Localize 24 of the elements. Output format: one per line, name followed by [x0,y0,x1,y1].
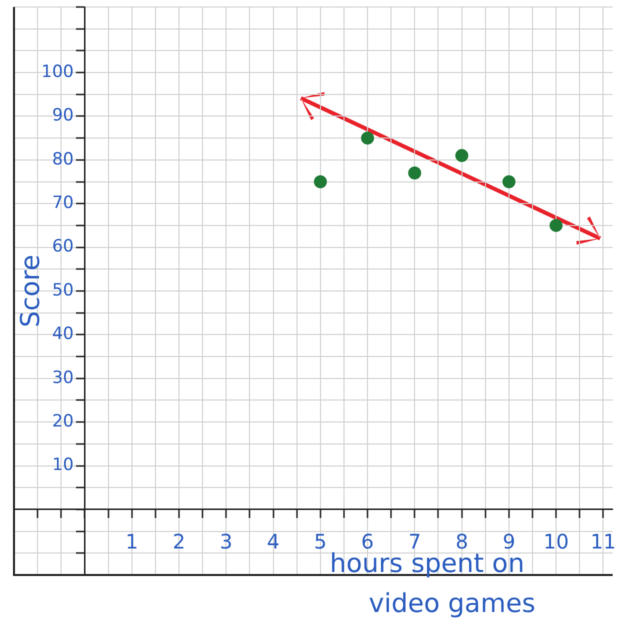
y-tick-label: 30 [52,368,74,388]
y-tick-label: 100 [41,62,74,82]
x-tick-label: 1 [125,530,138,554]
point [314,175,327,188]
x-tick-label: 4 [266,530,280,554]
y-tick-label: 80 [52,149,74,170]
point [550,218,563,232]
y-tick-label: 40 [52,324,74,344]
x-tick-label: 10 [543,530,569,554]
y-tick-label: 50 [52,280,74,300]
y-tick-label: 90 [52,106,74,126]
point [455,149,468,162]
y-tick-label: 60 [52,236,74,257]
y-axis-title: Score [16,254,46,328]
y-tick-label: 10 [52,455,74,476]
point [361,132,374,145]
x-tick-label: 5 [314,530,327,554]
point [502,175,516,188]
x-tick-label: 2 [172,530,186,554]
x-tick-label: 11 [590,530,616,554]
y-tick-label: 70 [52,193,74,214]
y-tick-label: 20 [52,412,74,432]
point [408,166,422,180]
x-tick-label: 3 [220,530,232,554]
